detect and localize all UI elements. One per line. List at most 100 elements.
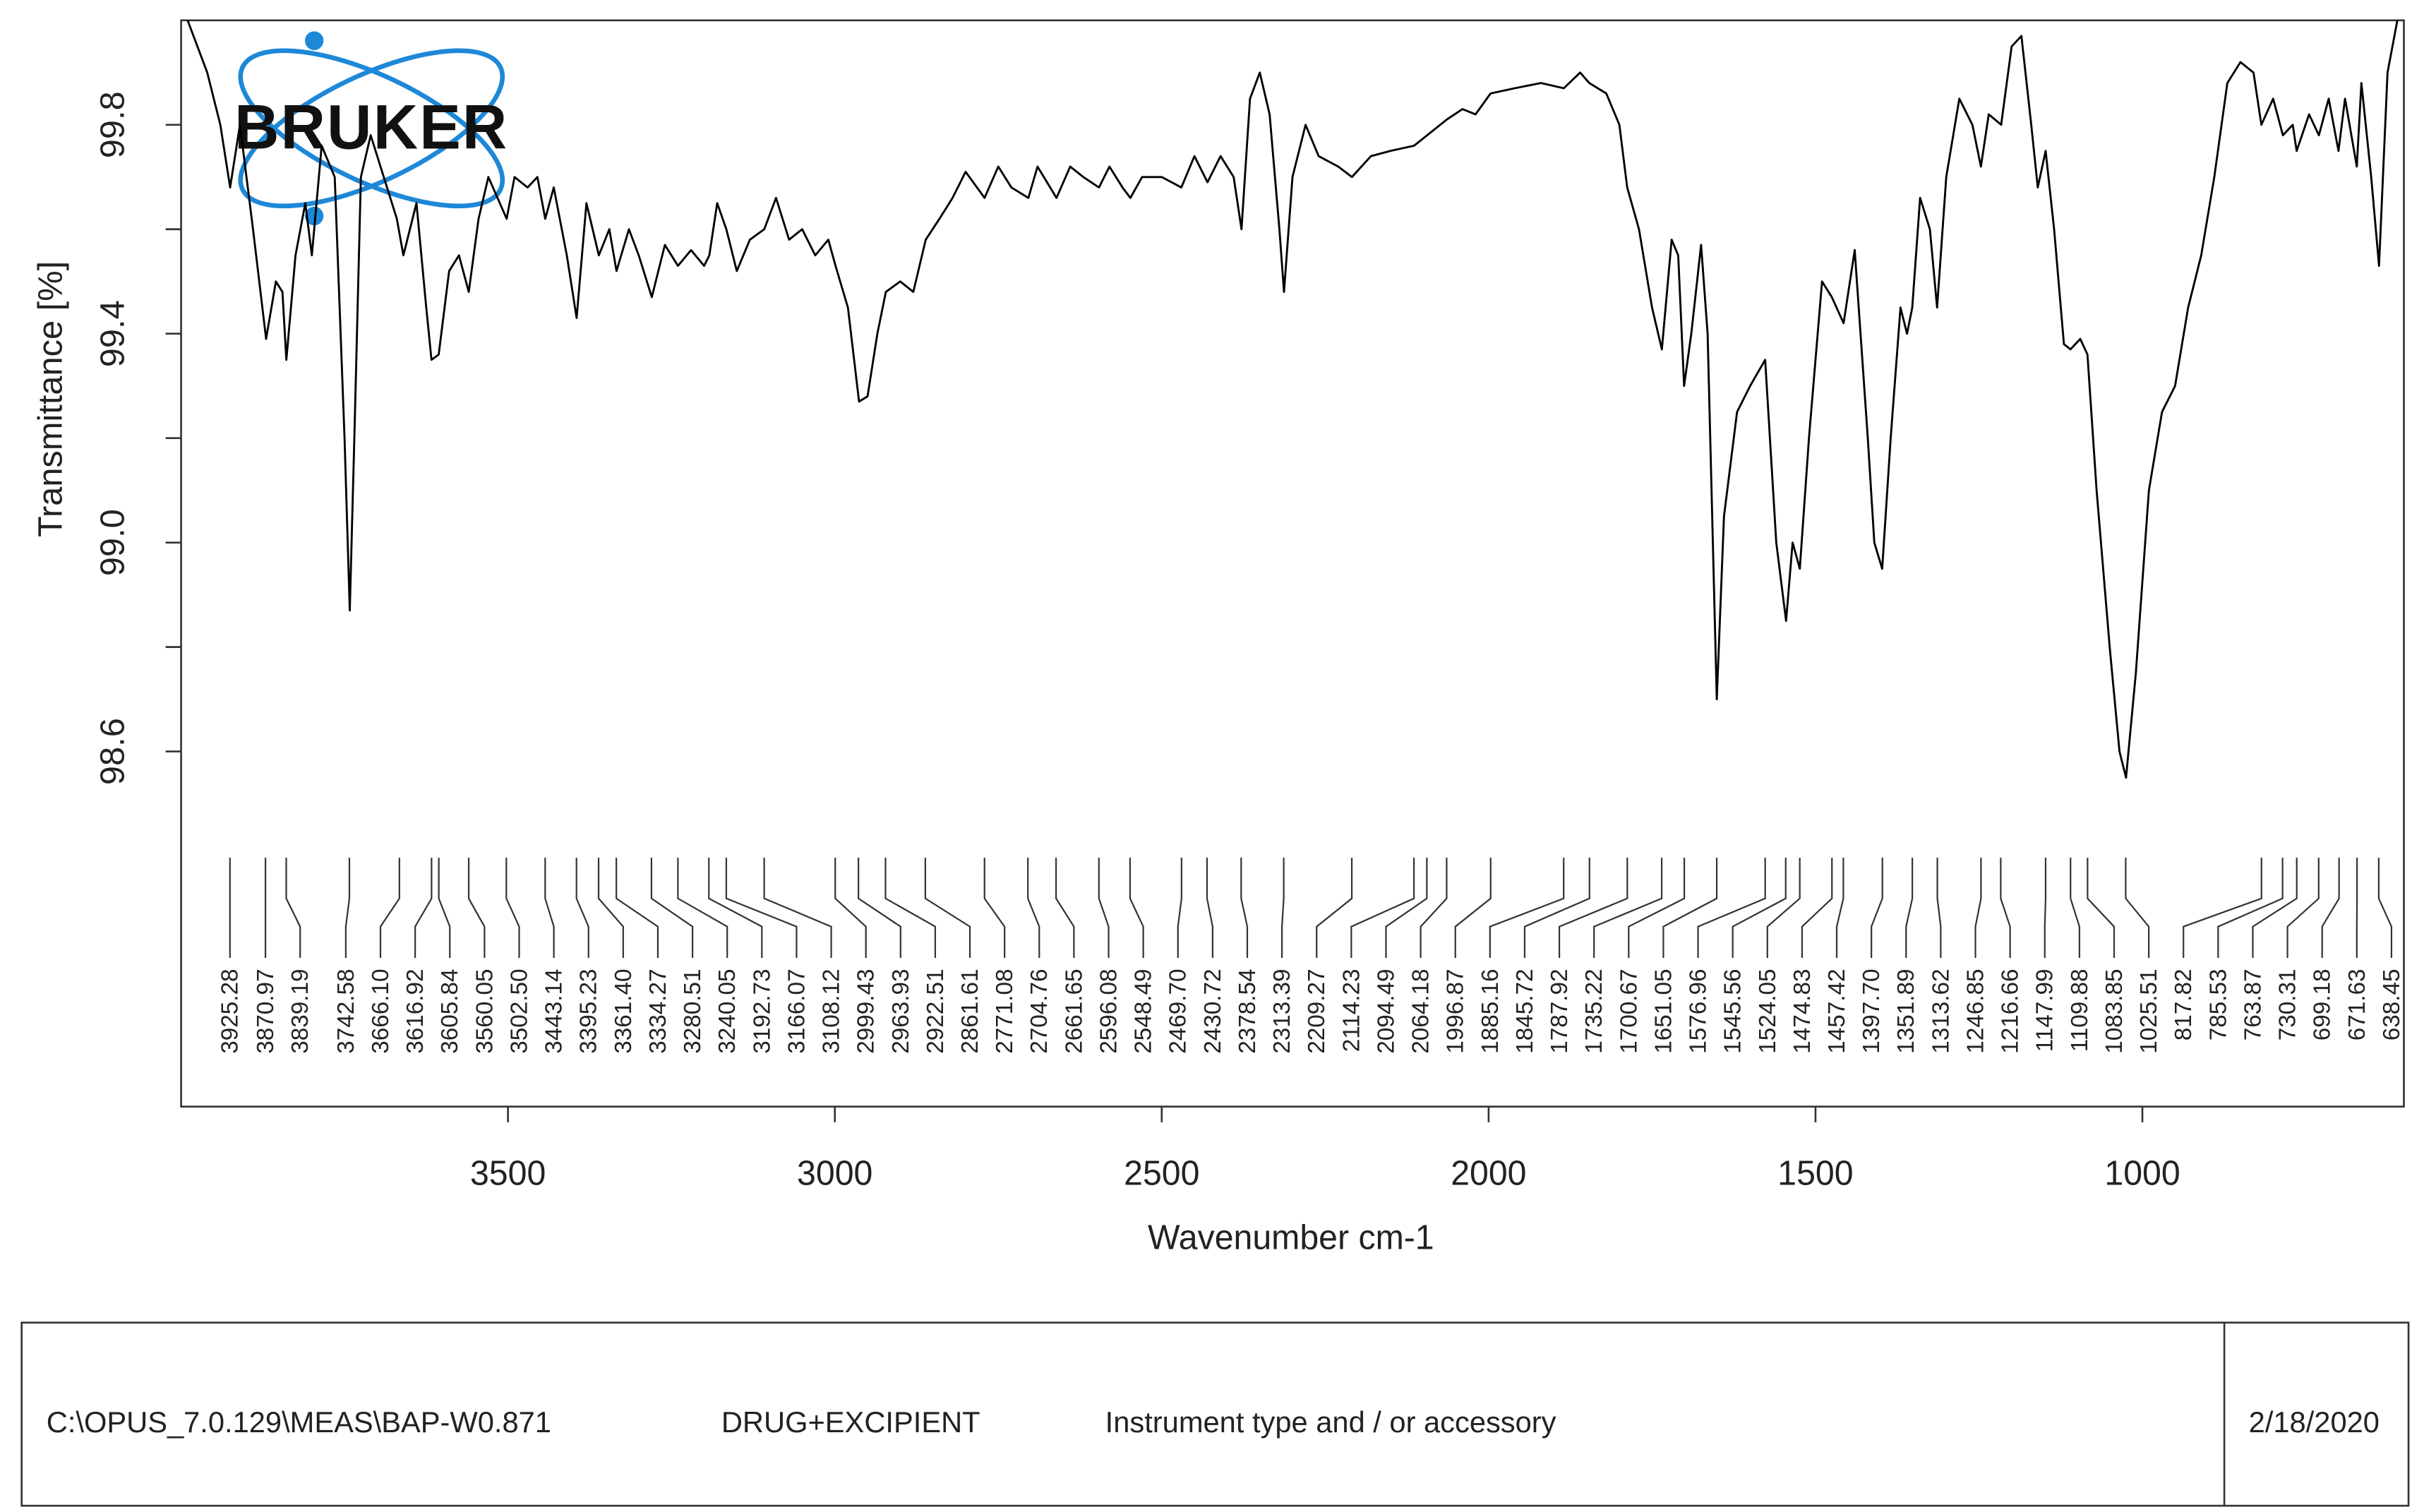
peak-marker — [2286, 858, 2320, 959]
peak-label: 730.31 — [2275, 969, 2301, 1041]
peak-marker — [924, 858, 971, 959]
peak-marker — [344, 858, 351, 959]
peak-label: 2596.08 — [1096, 969, 1122, 1054]
peak-marker — [2044, 858, 2047, 959]
peak-label: 3502.50 — [507, 969, 533, 1054]
logo-text: BRUKER — [234, 92, 508, 162]
peak-label: 3192.73 — [749, 969, 775, 1054]
peak-marker — [1974, 858, 1982, 959]
peak-marker — [575, 858, 589, 959]
peak-marker — [2217, 858, 2284, 959]
footer-path: C:\OPUS_7.0.129\MEAS\BAP-W0.871 — [47, 1405, 551, 1439]
y-tick-label: 98.6 — [94, 718, 132, 785]
peak-label: 2430.72 — [1200, 969, 1226, 1054]
peak-label: 1351.89 — [1893, 969, 1919, 1054]
peak-label: 2064.18 — [1408, 969, 1434, 1054]
peak-label: 638.45 — [2379, 969, 2405, 1041]
peak-marker — [1420, 858, 1448, 959]
peak-marker — [1871, 858, 1883, 959]
peak-label: 1885.16 — [1477, 969, 1504, 1054]
peak-label: 1996.87 — [1443, 969, 1469, 1054]
x-tick-label: 2000 — [1451, 1154, 1526, 1192]
peak-label: 2094.49 — [1374, 969, 1400, 1054]
peak-label: 3870.97 — [253, 969, 279, 1054]
peak-label: 2771.08 — [992, 969, 1018, 1054]
peak-marker — [1206, 858, 1213, 959]
peak-label: 1313.62 — [1928, 969, 1955, 1054]
peak-marker — [1350, 858, 1415, 959]
peak-label: 3108.12 — [819, 969, 845, 1054]
peak-label: 3395.23 — [576, 969, 602, 1054]
peak-marker — [1489, 858, 1565, 959]
peak-marker — [983, 858, 1006, 959]
peak-label: 1735.22 — [1581, 969, 1607, 1054]
peak-label: 3560.05 — [472, 969, 498, 1054]
peak-marker — [1835, 858, 1844, 959]
peak-label: 2313.39 — [1269, 969, 1295, 1054]
peak-label: 3616.92 — [402, 969, 428, 1054]
peak-marker — [763, 858, 832, 959]
peak-marker — [379, 858, 400, 959]
peak-marker — [616, 858, 659, 959]
peak-marker — [1098, 858, 1110, 959]
peak-label: 1216.66 — [1998, 969, 2024, 1054]
peak-marker — [2000, 858, 2011, 959]
peak-label: 3443.14 — [541, 969, 568, 1054]
peak-marker — [834, 858, 867, 959]
peak-label: 3605.84 — [437, 969, 463, 1054]
y-tick-label: 99.8 — [94, 91, 132, 158]
peak-marker — [1385, 858, 1428, 959]
peak-marker — [1027, 858, 1040, 959]
peak-label: 1524.05 — [1755, 969, 1781, 1054]
peak-marker — [677, 858, 728, 959]
peak-marker — [1662, 858, 1718, 959]
peak-marker — [285, 858, 301, 959]
footer-date: 2/18/2020 — [2249, 1405, 2380, 1439]
x-tick-label: 3000 — [797, 1154, 872, 1192]
peak-marker — [1593, 858, 1663, 959]
peak-marker — [2377, 858, 2393, 959]
peak-label: 3666.10 — [368, 969, 394, 1054]
x-tick-label: 1000 — [2104, 1154, 2180, 1192]
y-tick-label: 99.0 — [94, 509, 132, 576]
peak-marker — [1055, 858, 1075, 959]
peak-label: 3240.05 — [714, 969, 740, 1054]
x-tick-label: 2500 — [1124, 1154, 1199, 1192]
peak-marker — [1281, 858, 1285, 959]
peak-marker — [650, 858, 694, 959]
peak-marker — [1558, 858, 1628, 959]
peak-marker — [597, 858, 624, 959]
peak-marker — [708, 858, 763, 959]
peak-label: 1147.99 — [2032, 969, 2058, 1052]
x-tick-label: 1500 — [1777, 1154, 1853, 1192]
footer-box — [20, 1321, 2410, 1507]
peak-label: 1397.70 — [1859, 969, 1885, 1054]
peak-marker — [1129, 858, 1144, 959]
peak-marker — [858, 858, 901, 959]
peak-label: 2469.70 — [1165, 969, 1192, 1054]
peak-label: 2114.23 — [1338, 969, 1364, 1052]
peak-marker — [1766, 858, 1801, 959]
peak-label: 2378.54 — [1235, 969, 1261, 1054]
peak-label: 785.53 — [2205, 969, 2231, 1041]
peak-marker — [1732, 858, 1787, 959]
peak-marker — [1316, 858, 1353, 959]
peak-label: 2922.51 — [923, 969, 949, 1054]
x-axis-label: Wavenumber cm-1 — [1148, 1218, 1434, 1256]
peak-marker — [2070, 858, 2080, 959]
logo-mark — [238, 31, 505, 226]
peak-marker — [1454, 858, 1492, 959]
peak-marker — [884, 858, 937, 959]
peak-label: 1246.85 — [1963, 969, 1989, 1054]
footer-instrument: Instrument type and / or accessory — [1105, 1405, 1556, 1439]
peak-marker — [2321, 858, 2340, 959]
peak-label: 817.82 — [2171, 969, 2197, 1041]
y-tick-label: 99.4 — [94, 300, 132, 367]
peak-marker — [725, 858, 798, 959]
peak-marker — [467, 858, 486, 959]
peak-label: 3361.40 — [611, 969, 637, 1054]
peak-marker — [2125, 858, 2150, 959]
peak-label: 2704.76 — [1026, 969, 1052, 1054]
peak-label: 1083.85 — [2101, 969, 2128, 1054]
